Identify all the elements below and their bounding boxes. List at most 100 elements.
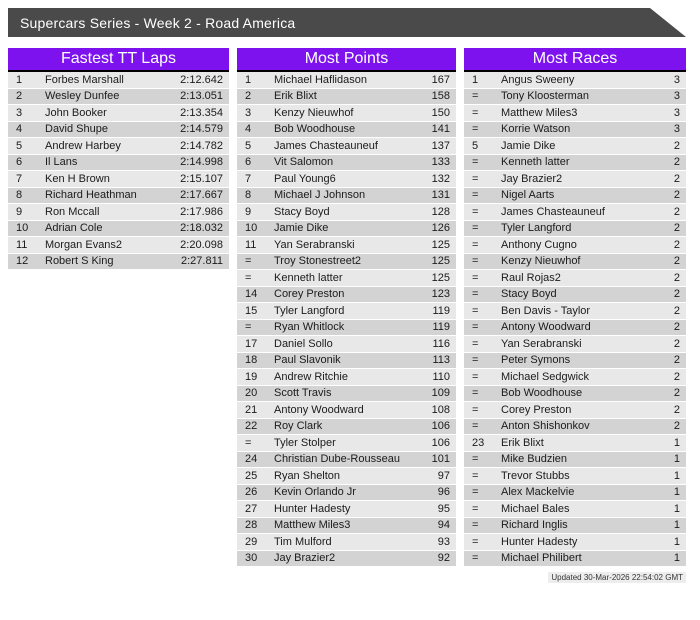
rank-cell: 23: [472, 436, 485, 449]
rank-cell: =: [245, 321, 252, 334]
value-cell: 3: [673, 123, 680, 136]
driver-name-cell: Nigel Aarts: [501, 189, 555, 202]
table-row: = Tyler Langford 2: [464, 220, 686, 236]
table-row: 25 Ryan Shelton 97: [237, 468, 456, 484]
driver-name-cell: Ryan Whitlock: [274, 321, 345, 334]
value-cell: 96: [437, 486, 450, 499]
driver-name-cell: Wesley Dunfee: [45, 90, 120, 103]
most-races-rows: 1 Angus Sweeny 3 = Tony Kloosterman 3 = Matthew…: [464, 72, 686, 566]
driver-name-cell: Bob Woodhouse: [501, 387, 583, 400]
value-cell: 123: [431, 288, 450, 301]
series-banner: Supercars Series - Week 2 - Road America: [8, 8, 686, 37]
driver-name-cell: Tim Mulford: [274, 535, 332, 548]
table-row: = Anthony Cugno 2: [464, 237, 686, 253]
driver-name-cell: Angus Sweeny: [501, 73, 575, 86]
table-row: 3 John Booker 2:13.354: [8, 105, 229, 121]
value-cell: 110: [432, 370, 450, 383]
value-cell: 2: [673, 139, 680, 152]
driver-name-cell: Kenneth latter: [274, 271, 343, 284]
rank-cell: =: [472, 420, 479, 433]
table-row: 21 Antony Woodward 108: [237, 402, 456, 418]
most-races-header: Most Races: [464, 48, 686, 72]
driver-name-cell: Andrew Ritchie: [274, 370, 348, 383]
rank-cell: 2: [16, 90, 23, 103]
table-row: 26 Kevin Orlando Jr 96: [237, 484, 456, 500]
rank-cell: =: [472, 403, 479, 416]
value-cell: 113: [432, 354, 450, 367]
table-row: 2 Erik Blixt 158: [237, 88, 456, 104]
value-cell: 3: [673, 106, 680, 119]
rank-cell: 26: [245, 486, 258, 499]
value-cell: 167: [431, 73, 450, 86]
value-cell: 2:15.107: [180, 172, 223, 185]
table-row: 7 Paul Young6 132: [237, 171, 456, 187]
driver-name-cell: Trevor Stubbs: [501, 469, 570, 482]
driver-name-cell: Robert S King: [45, 255, 114, 268]
rank-cell: =: [472, 222, 479, 235]
value-cell: 2: [673, 172, 680, 185]
value-cell: 2: [673, 189, 680, 202]
driver-name-cell: Matthew Miles3: [501, 106, 578, 119]
value-cell: 2: [673, 255, 680, 268]
table-row: = James Chasteauneuf 2: [464, 204, 686, 220]
rank-cell: 10: [245, 222, 258, 235]
rank-cell: 28: [245, 519, 258, 532]
table-row: = Anton Shishonkov 2: [464, 418, 686, 434]
rank-cell: 18: [245, 354, 258, 367]
value-cell: 2:17.667: [180, 189, 223, 202]
table-title: Fastest TT Laps: [60, 50, 176, 67]
driver-name-cell: Korrie Watson: [501, 123, 571, 136]
value-cell: 2: [673, 304, 680, 317]
table-row: = Richard Inglis 1: [464, 517, 686, 533]
driver-name-cell: Ryan Shelton: [274, 469, 341, 482]
driver-name-cell: Michael J Johnson: [274, 189, 366, 202]
rank-cell: =: [472, 321, 479, 334]
rank-cell: 11: [16, 238, 28, 251]
rank-cell: 8: [245, 189, 252, 202]
rank-cell: =: [472, 370, 479, 383]
driver-name-cell: Antony Woodward: [501, 321, 591, 334]
table-row: 17 Daniel Sollo 116: [237, 336, 456, 352]
driver-name-cell: Jay Brazier2: [501, 172, 563, 185]
table-row: = Mike Budzien 1: [464, 451, 686, 467]
rank-cell: 19: [245, 370, 258, 383]
driver-name-cell: Ken H Brown: [45, 172, 110, 185]
rank-cell: =: [472, 387, 479, 400]
rank-cell: 6: [16, 156, 23, 169]
driver-name-cell: Paul Young6: [274, 172, 336, 185]
value-cell: 2:14.998: [180, 156, 223, 169]
rank-cell: =: [472, 519, 479, 532]
value-cell: 125: [431, 271, 450, 284]
table-row: = Stacy Boyd 2: [464, 286, 686, 302]
driver-name-cell: Morgan Evans2: [45, 238, 123, 251]
value-cell: 2:13.354: [180, 106, 223, 119]
driver-name-cell: Andrew Harbey: [45, 139, 121, 152]
value-cell: 108: [431, 403, 450, 416]
rank-cell: 1: [245, 73, 252, 86]
table-title: Most Points: [304, 50, 389, 67]
value-cell: 1: [673, 486, 680, 499]
value-cell: 1: [673, 469, 680, 482]
rank-cell: 17: [245, 337, 258, 350]
table-row: = Nigel Aarts 2: [464, 187, 686, 203]
value-cell: 2: [673, 288, 680, 301]
value-cell: 106: [431, 436, 450, 449]
table-row: = Trevor Stubbs 1: [464, 468, 686, 484]
value-cell: 1: [673, 519, 680, 532]
rank-cell: 6: [245, 156, 252, 169]
driver-name-cell: Richard Heathman: [45, 189, 137, 202]
value-cell: 2:12.642: [180, 73, 223, 86]
driver-name-cell: Michael Philibert: [501, 552, 582, 565]
rank-cell: 21: [245, 403, 258, 416]
value-cell: 116: [432, 337, 450, 350]
rank-cell: 30: [245, 552, 258, 565]
table-row: = Yan Serabranski 2: [464, 336, 686, 352]
value-cell: 2:17.986: [180, 205, 223, 218]
value-cell: 141: [431, 123, 450, 136]
table-row: 9 Stacy Boyd 128: [237, 204, 456, 220]
rank-cell: 9: [245, 205, 252, 218]
value-cell: 2: [673, 370, 680, 383]
table-row: = Alex Mackelvie 1: [464, 484, 686, 500]
driver-name-cell: Kenzy Nieuwhof: [501, 255, 581, 268]
rank-cell: 2: [245, 90, 252, 103]
